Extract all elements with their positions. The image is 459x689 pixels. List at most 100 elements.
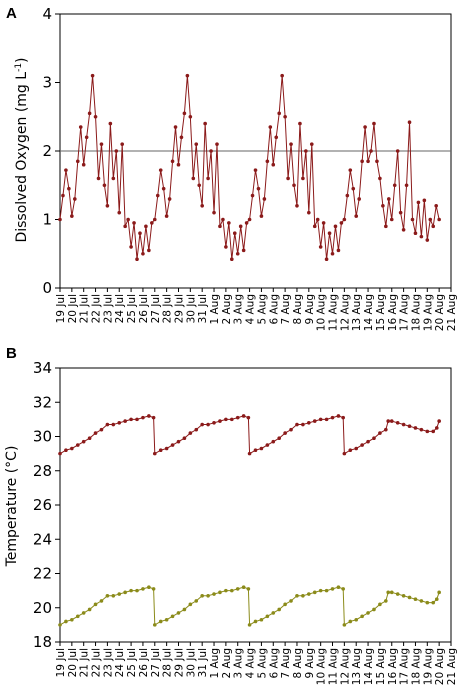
panel-b-data-point bbox=[407, 595, 412, 600]
panel-b-data-point bbox=[241, 585, 246, 589]
panel-a-x-tick-label: 25 Jul bbox=[126, 294, 138, 323]
panel-b-data-point bbox=[246, 415, 251, 420]
panel-b-x-tick-label: 22 Jul bbox=[91, 648, 103, 677]
panel-b-x-tick-label: 16 Aug bbox=[387, 648, 399, 685]
panel-b-data-point bbox=[259, 446, 264, 451]
panel-a-data-point bbox=[431, 224, 436, 229]
panel-b-data-point bbox=[218, 590, 222, 595]
panel-b-data-point bbox=[425, 600, 430, 605]
panel-a-data-point bbox=[422, 198, 427, 203]
panel-b-data-point bbox=[259, 617, 264, 622]
panel-a-data-point bbox=[173, 125, 178, 129]
panel-a-x-tick-label: 19 Jul bbox=[55, 294, 67, 323]
panel-b-x-tick-label: 8 Aug bbox=[292, 648, 304, 679]
panel-b-data-point bbox=[235, 587, 240, 591]
panel-a-data-point bbox=[224, 245, 228, 249]
panel-b-data-point bbox=[135, 588, 139, 593]
panel-b-data-point bbox=[384, 599, 388, 603]
panel-b-data-point bbox=[81, 611, 86, 615]
panel-a-data-point bbox=[96, 176, 101, 181]
panel-a-data-point bbox=[61, 193, 65, 198]
panel-b-data-point bbox=[434, 426, 439, 430]
panel-a-data-point bbox=[158, 168, 163, 172]
panel-b-data-point bbox=[342, 451, 347, 456]
panel-b-data-point bbox=[117, 592, 122, 596]
panel-a-data-point bbox=[307, 210, 311, 215]
panel-a-data-point bbox=[315, 217, 320, 222]
panel-b-x-tick-label: 21 Jul bbox=[79, 648, 91, 677]
panel-a-data-point bbox=[425, 238, 430, 242]
panel-a-data-point bbox=[58, 217, 62, 222]
panel-a-data-point bbox=[345, 193, 350, 198]
panel-b-x-tick-label: 10 Aug bbox=[316, 648, 328, 685]
panel-b-data-point bbox=[389, 419, 394, 423]
panel-a-data-point bbox=[247, 217, 252, 222]
panel-b-data-point bbox=[99, 427, 104, 432]
panel-a-x-tick-label: 20 Jul bbox=[67, 294, 79, 323]
panel-b-data-point bbox=[147, 414, 151, 418]
panel-b-data-point bbox=[152, 623, 157, 627]
panel-b-data-point bbox=[348, 619, 353, 624]
panel-a-series-line-1 bbox=[59, 75, 440, 260]
panel-a-x-tick-label: 18 Aug bbox=[410, 294, 422, 331]
panel-b-data-point bbox=[324, 588, 329, 593]
panel-b-x-tick-label: 3 Aug bbox=[233, 648, 245, 679]
panel-b-data-point bbox=[283, 602, 287, 607]
panel-a-data-point bbox=[395, 149, 400, 153]
panel-b-data-point bbox=[247, 451, 252, 456]
panel-b-data-point bbox=[301, 422, 305, 427]
panel-a-data-point bbox=[209, 149, 213, 153]
panel-a-y-axis-label-end: ) bbox=[14, 57, 30, 62]
panel-a-data-point bbox=[271, 162, 276, 167]
panel-a-data-point bbox=[256, 186, 261, 191]
panel-b-data-point bbox=[206, 593, 210, 598]
panel-b-data-point bbox=[378, 602, 382, 607]
panel-a-data-point bbox=[111, 176, 116, 181]
panel-b-data-point bbox=[93, 431, 98, 435]
panel-a-data-point bbox=[301, 176, 305, 181]
panel-b-data-point bbox=[271, 611, 276, 615]
panel-a-data-point bbox=[363, 125, 367, 129]
panel-a-data-point bbox=[289, 142, 293, 146]
panel-b-x-tick-label: 31 Jul bbox=[197, 648, 209, 677]
panel-b-data-point bbox=[200, 593, 204, 598]
panel-b-data-point bbox=[70, 446, 74, 451]
panel-b-x-tick-label: 13 Aug bbox=[351, 648, 363, 685]
panel-a-letter: A bbox=[6, 5, 17, 22]
panel-a-data-point bbox=[250, 193, 255, 198]
panel-b-data-point bbox=[230, 417, 234, 422]
panel-a-data-point bbox=[357, 197, 361, 201]
panel-b-data-point bbox=[318, 417, 323, 422]
panel-b-data-point bbox=[170, 443, 175, 447]
panel-b-data-point bbox=[341, 415, 345, 420]
panel-a-data-point bbox=[185, 73, 190, 78]
panel-a-data-point bbox=[138, 231, 142, 235]
panel-b-x-tick-label: 2 Aug bbox=[221, 648, 233, 679]
panel-a-y-axis-label: Dissolved Oxygen (mg L-1) bbox=[14, 57, 30, 242]
panel-a-data-point bbox=[206, 176, 210, 181]
panel-a-data-point bbox=[150, 221, 154, 225]
panel-b-x-tick-label: 7 Aug bbox=[280, 648, 292, 679]
panel-a-data-point bbox=[135, 257, 139, 262]
panel-b-y-tick-label: 34 bbox=[33, 359, 52, 377]
panel-a-data-point bbox=[176, 162, 181, 167]
panel-b-x-tick-label: 6 Aug bbox=[268, 648, 280, 679]
panel-a-data-point bbox=[428, 217, 433, 222]
panel-a-data-point bbox=[416, 200, 421, 205]
panel-b-data-point bbox=[366, 611, 370, 615]
panel-a-data-point bbox=[129, 245, 133, 249]
panel-a-data-point bbox=[132, 221, 136, 225]
panel-b-data-point bbox=[336, 585, 341, 589]
panel-a-x-tick-label: 26 Jul bbox=[138, 294, 150, 323]
panel-a-data-point bbox=[419, 234, 424, 239]
panel-a-data-point bbox=[259, 214, 264, 218]
panel-a-x-tick-label: 9 Aug bbox=[304, 294, 316, 325]
panel-a-data-point bbox=[155, 193, 160, 198]
panel-b-x-tick-label: 26 Jul bbox=[138, 648, 150, 677]
panel-b-data-point bbox=[212, 421, 216, 425]
panel-b-data-point bbox=[330, 415, 335, 420]
panel-a-data-point bbox=[182, 111, 187, 116]
panel-b-data-point bbox=[384, 427, 388, 432]
panel-b-x-tick-label: 14 Aug bbox=[363, 648, 375, 685]
panel-b-data-point bbox=[401, 593, 406, 598]
